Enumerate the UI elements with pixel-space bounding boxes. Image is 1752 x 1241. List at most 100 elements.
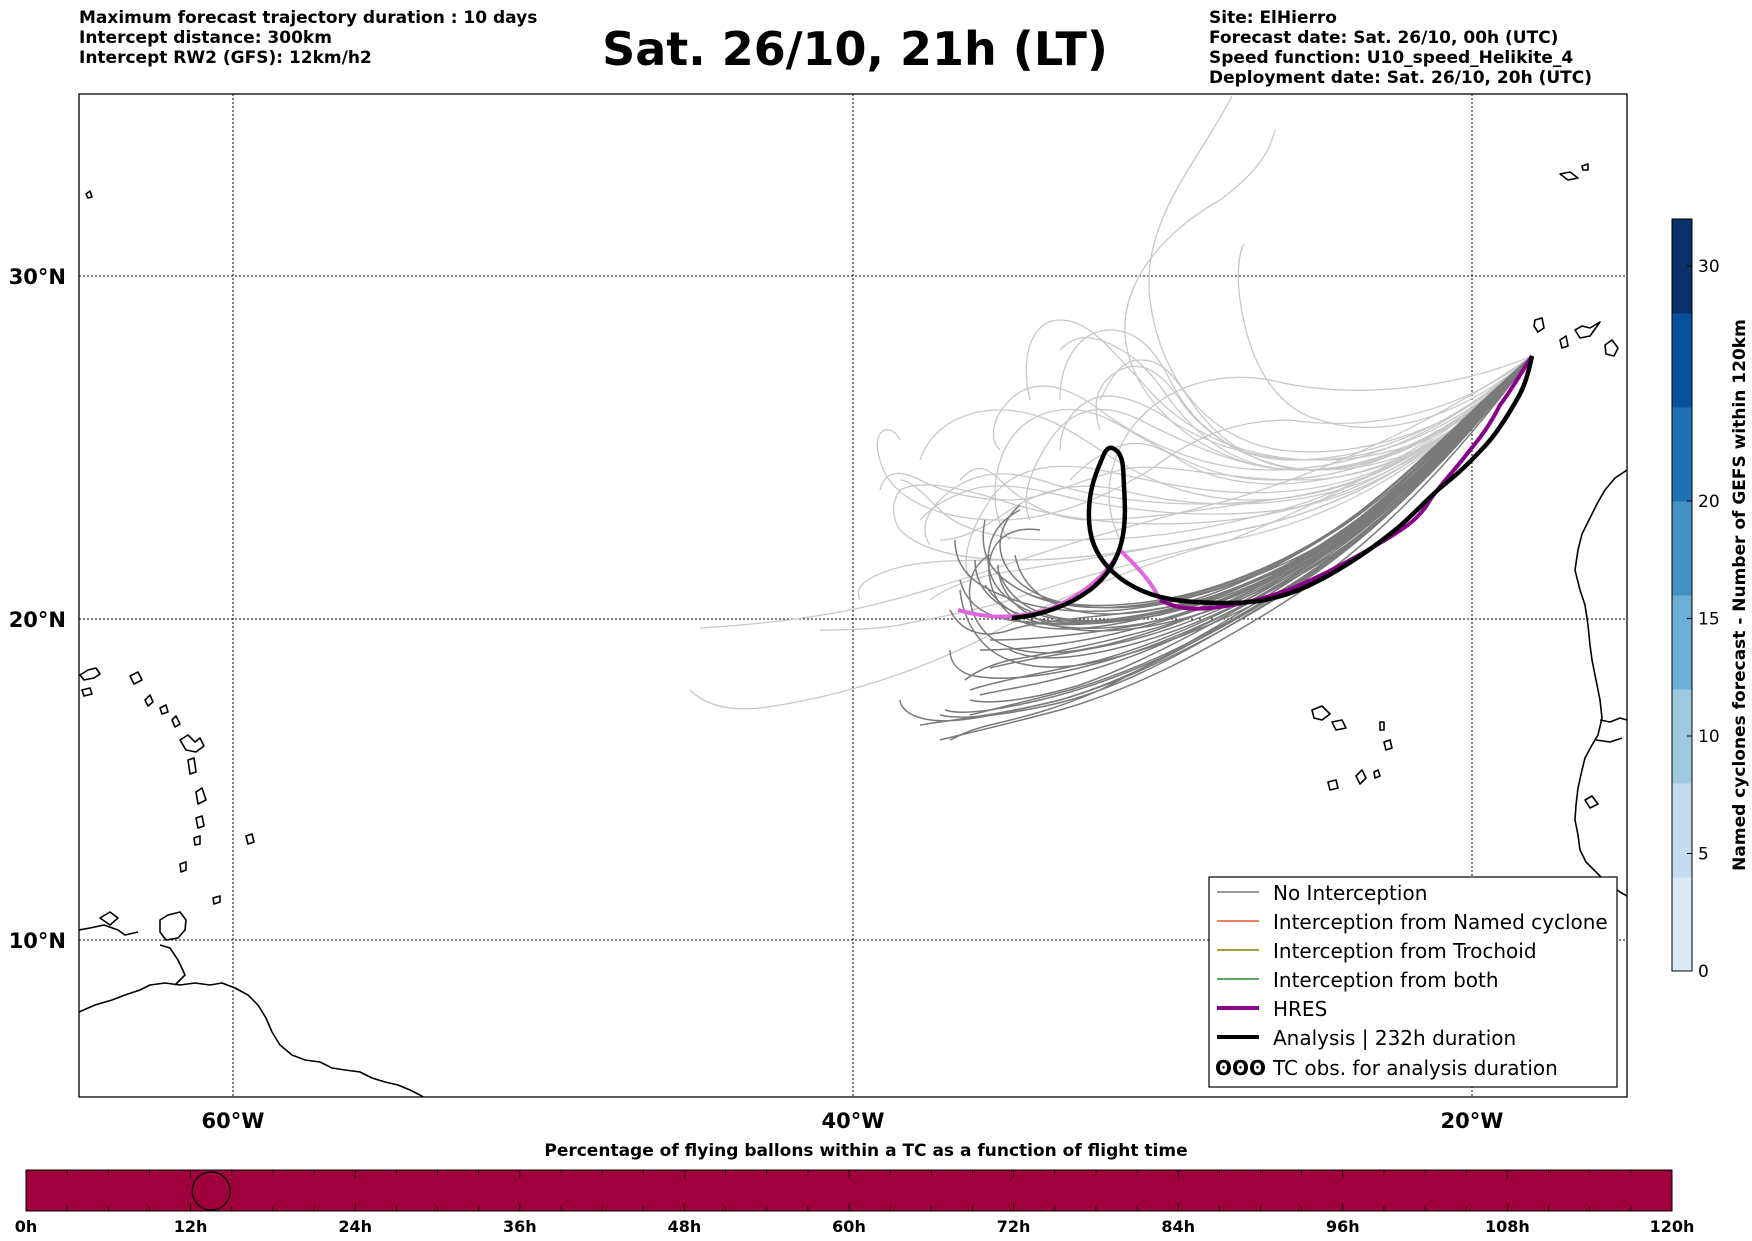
coastline-south-america [79,982,425,1097]
lon-label-20w: 20°W [1441,1109,1504,1133]
colorbar-band [1672,689,1692,784]
coastline-madeira-2 [1581,163,1589,171]
timeline-tick-label: 60h [832,1217,866,1236]
colorbar-band [1672,219,1692,314]
timeline-labels: 0h 12h 24h 36h 48h 60h 72h 84h 96h 108h 120h [15,1217,1695,1236]
coastline-west-africa-detail-1 [1599,717,1627,723]
colorbar-band [1672,313,1692,408]
legend-item-no-interception: No Interception [1217,881,1427,905]
legend-swatch-tc-obs: ʘʘʘ [1215,1056,1266,1080]
colorbar-tick-label: 10 [1698,727,1720,747]
legend-label-hres: HRES [1273,997,1327,1021]
colorbar-band [1672,407,1692,502]
coastline-grenada [179,861,187,873]
colorbar-title: Named cyclones forecast - Number of GEFS… [1730,319,1750,871]
legend: No Interception Interception from Named … [1208,876,1618,1088]
coastline-canary-1 [1533,317,1545,333]
coastline-canary-2 [1559,335,1569,349]
timeline-marker [191,1171,231,1211]
legend-item-analysis: Analysis | 232h duration [1217,1026,1516,1050]
timeline-tick-label: 48h [668,1217,702,1236]
header-info-right: Site: ElHierro Forecast date: Sat. 26/10… [1209,8,1592,88]
colorbar-bands [1672,219,1692,972]
coastline-antilles-2 [81,687,93,697]
lat-label-20n: 20°N [9,608,66,632]
map-gridlines [79,94,1627,1097]
legend-label-trochoid: Interception from Trochoid [1273,939,1537,963]
header-line-distance: Intercept distance: 300km [79,28,332,48]
timeline-tick-label: 12h [174,1217,208,1236]
latitude-labels: 30°N 20°N 10°N [9,265,66,953]
timeline-tick-label: 120h [1650,1217,1695,1236]
coastlines [79,163,1627,1097]
coastline-dominica [187,757,197,775]
coastline-stvincent [193,835,201,846]
legend-label-analysis: Analysis | 232h duration [1273,1026,1516,1050]
coastline-west-africa-detail-2 [1595,737,1623,743]
flight-time-timeline: Percentage of flying ballons within a TC… [15,1141,1695,1236]
legend-item-both: Interception from both [1217,968,1499,992]
header-line-duration: Maximum forecast trajectory duration : 1… [79,8,538,28]
colorbar-band [1672,783,1692,878]
coastline-capeverde-2 [1331,719,1347,731]
colorbar-band [1672,501,1692,596]
map-frame [78,93,1628,1098]
legend-label-both: Interception from both [1273,968,1499,992]
coastline-capeverde-6 [1355,769,1367,785]
coastline-venezuela-lake [159,944,186,986]
header-info-left: Maximum forecast trajectory duration : 1… [79,8,537,68]
header-line-speed-function: Speed function: U10_speed_Helikite_4 [1209,48,1574,68]
timeline-tick-label: 24h [338,1217,372,1236]
no-interception-trajectories [899,355,1533,741]
colorbar-tick-label: 20 [1698,492,1720,512]
timeline-tick-label: 84h [1161,1217,1195,1236]
colorbar-tick-label: 15 [1698,610,1720,630]
colorbar-tick-label: 0 [1698,962,1709,982]
legend-item-tc-obs: ʘʘʘ TC obs. for analysis duration [1215,1056,1558,1080]
timeline-tick-label: 0h [15,1217,38,1236]
legend-label-no-interception: No Interception [1273,881,1427,905]
timeline-tick-label: 96h [1326,1217,1360,1236]
coastline-martinique [195,787,207,805]
coastline-bissago [1584,795,1599,809]
coastline-canary-4 [1604,339,1619,357]
header-line-site: Site: ElHierro [1209,8,1337,28]
coastline-antilles-5 [159,704,169,715]
coastline-canary-3 [1574,321,1601,339]
colorbar-band [1672,877,1692,972]
coastline-trinidad [159,911,187,941]
lat-label-30n: 30°N [9,265,66,289]
coastline-capeverde-5 [1327,779,1339,791]
colorbar-tick-label: 30 [1698,257,1720,277]
coastline-guadeloupe [179,734,205,753]
coastline-margarita [99,911,119,926]
hres-trajectory [1159,354,1534,611]
header-line-rw2: Intercept RW2 (GFS): 12km/h2 [79,48,372,68]
coastline-capeverde-4 [1383,739,1393,751]
longitude-labels: 60°W 40°W 20°W [202,1109,1504,1133]
coastline-barbados [245,833,255,845]
colorbar-tick-label: 5 [1698,845,1709,865]
timeline-tick-label: 108h [1485,1217,1530,1236]
colorbar-ticks: 0 5 10 15 20 30 [1687,257,1720,982]
coastline-west-africa [1574,469,1627,897]
header-line-deployment-date: Deployment date: Sat. 26/10, 20h (UTC) [1209,68,1593,88]
legend-label-named-cyclone: Interception from Named cyclone [1273,910,1608,934]
coastline-stlucia [195,815,205,829]
faint-ensemble-trajectories [689,95,1533,710]
coastline-capeverde-3 [1379,721,1385,731]
timeline-minor-ticks [25,1170,1673,1211]
legend-item-hres: HRES [1217,997,1327,1021]
hres-trajectory-early [957,546,1162,619]
coastline-coast-north [79,924,139,936]
lat-label-10n: 10°N [9,929,66,953]
header-line-forecast-date: Forecast date: Sat. 26/10, 00h (UTC) [1209,28,1559,48]
coastline-antilles-1 [79,667,101,681]
coastline-capeverde-7 [1373,769,1381,779]
lon-label-40w: 40°W [822,1109,885,1133]
coastline-antilles-3 [129,671,143,685]
colorbar: 0 5 10 15 20 30 Named cyclones forecast - Num… [1671,218,1750,982]
coastline-madeira [1559,171,1579,181]
timeline-title: Percentage of flying ballons within a TC… [544,1141,1187,1161]
